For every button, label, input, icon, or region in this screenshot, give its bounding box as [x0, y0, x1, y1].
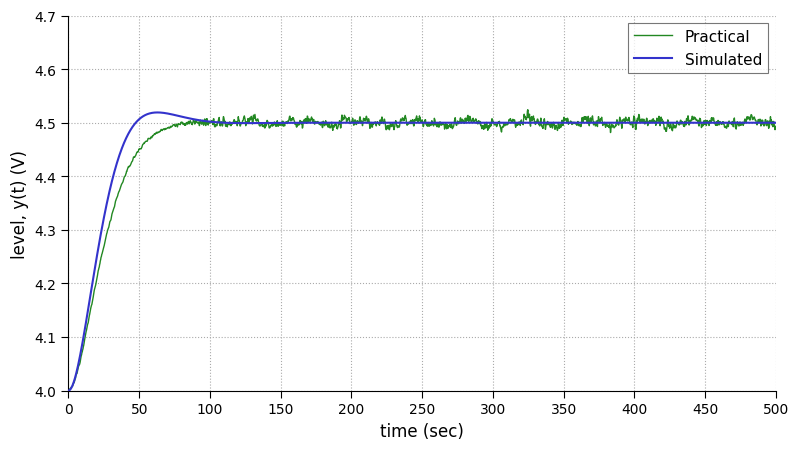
Simulated	[100, 212, 110, 217]
Simulated	[621, 121, 630, 126]
Line: Practical: Practical	[69, 110, 776, 391]
Practical	[751, 119, 761, 124]
Simulated	[750, 121, 760, 126]
X-axis label: time (sec): time (sec)	[380, 422, 464, 440]
Practical	[750, 118, 760, 124]
Practical	[523, 108, 533, 113]
Simulated	[389, 121, 398, 126]
Simulated	[771, 121, 781, 126]
Practical	[100, 240, 110, 245]
Simulated	[750, 121, 760, 126]
Simulated	[64, 388, 74, 393]
Practical	[622, 117, 631, 122]
Practical	[408, 118, 418, 123]
Practical	[64, 388, 74, 393]
Practical	[389, 128, 398, 133]
Practical	[64, 388, 74, 393]
Y-axis label: level, y(t) (V): level, y(t) (V)	[11, 149, 29, 258]
Line: Simulated: Simulated	[69, 113, 776, 391]
Practical	[771, 124, 781, 130]
Legend: Practical, Simulated: Practical, Simulated	[628, 24, 768, 74]
Simulated	[408, 121, 418, 126]
Simulated	[153, 110, 162, 116]
